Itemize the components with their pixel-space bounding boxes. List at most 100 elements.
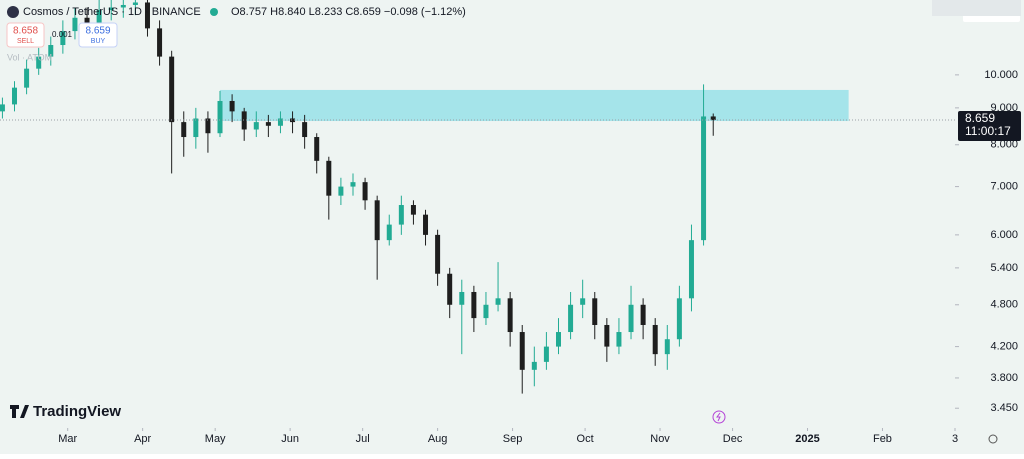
buy-price: 8.659 (85, 26, 110, 37)
candle-body (543, 346, 549, 362)
candle-body (205, 118, 211, 134)
x-tick-label: 2025 (795, 433, 819, 445)
candle-body (132, 2, 138, 5)
candle-body (459, 291, 465, 305)
candle-body (568, 304, 574, 333)
candle-body (616, 332, 622, 347)
candle-body (640, 304, 646, 325)
candle-body (181, 122, 187, 138)
candle-body (253, 122, 259, 130)
event-icon[interactable] (712, 410, 726, 424)
symbol-icon (7, 6, 19, 18)
candle-body (36, 56, 42, 69)
candle-body (48, 45, 54, 57)
x-tick-label: May (205, 433, 226, 445)
candle-body (423, 214, 429, 235)
candle-body (120, 4, 126, 8)
candle-body (0, 104, 5, 112)
candle-body (338, 186, 344, 196)
candle-body (157, 28, 163, 57)
candle-body (519, 332, 525, 370)
spread: 0.001 (52, 30, 73, 39)
candle-body (604, 324, 610, 347)
x-tick-label: 3 (952, 433, 958, 445)
candle-body (350, 182, 356, 187)
price-axis-background (955, 0, 1024, 428)
plot-background (0, 0, 955, 428)
buy-button[interactable] (78, 22, 118, 48)
sell-button[interactable] (6, 22, 45, 48)
candle-body (580, 298, 586, 305)
x-tick-label: Jul (356, 433, 370, 445)
settings-icon[interactable] (988, 434, 998, 444)
candle-body (664, 339, 670, 355)
x-tick-label: Apr (134, 433, 151, 445)
candle-body (290, 118, 296, 123)
candle-body (555, 332, 561, 347)
logo: TradingView (33, 403, 121, 420)
candle-body (144, 2, 150, 29)
y-tick-label: 3.450 (990, 402, 1018, 414)
zone (220, 89, 849, 122)
candle-body (314, 137, 320, 161)
y-tick-label: 7.000 (990, 180, 1018, 192)
candle-body (24, 68, 30, 88)
volume-label: Vol · ATOM (7, 52, 52, 62)
x-tick-label: Aug (428, 433, 448, 445)
candle-body (374, 200, 380, 241)
candle-body (410, 205, 416, 215)
candle-body (676, 298, 682, 340)
y-tick-label: 5.400 (990, 262, 1018, 274)
candle-body (710, 116, 716, 120)
candle-body (386, 224, 392, 241)
candle-body (96, 10, 102, 24)
quote: O8.757 H8.840 L8.233 C8.659 −0.098 (−1.1… (231, 6, 466, 18)
plot (0, 0, 955, 394)
event-icon-bolt (716, 412, 721, 422)
y-tick-label: 10.000 (984, 69, 1018, 81)
y-tick-label: 4.800 (990, 299, 1018, 311)
candle-body (193, 118, 199, 138)
candle-body (592, 298, 598, 325)
x-tick-label: Sep (503, 433, 523, 445)
candle-body (652, 324, 658, 355)
candle-body (483, 304, 489, 319)
x-tick-label: Jun (281, 433, 299, 445)
y-tick-label: 9.000 (990, 102, 1018, 114)
candle-body (277, 118, 283, 126)
x-tick-label: Dec (723, 433, 743, 445)
x-tick-label: Feb (873, 433, 892, 445)
candle-body (398, 205, 404, 225)
x-tick-label: Mar (58, 433, 77, 445)
candle-body (169, 56, 175, 123)
candle-body (72, 17, 78, 32)
y-tick-label: 4.200 (990, 341, 1018, 353)
y-tick-label: 6.000 (990, 229, 1018, 241)
candle-body (362, 182, 368, 201)
candle-body (326, 160, 332, 196)
x-tick-label: Oct (577, 433, 594, 445)
price-tag (958, 110, 1021, 141)
candle-body (447, 273, 453, 305)
candle-body (495, 298, 501, 305)
candle-body (302, 122, 308, 138)
candle-body (435, 234, 441, 274)
sell-price: 8.658 (13, 26, 38, 37)
market-status (210, 8, 218, 16)
candle-body (60, 31, 66, 46)
candle-body (628, 304, 634, 333)
symbol: Cosmos / TetherUS · 1D · BINANCE (23, 6, 201, 18)
candle-body (688, 240, 694, 299)
price-tag-label: 8.659 (965, 111, 995, 125)
candle-body (84, 17, 90, 24)
low-tag (932, 0, 1021, 16)
candle-body (265, 122, 271, 126)
sell-label: SELL (17, 38, 34, 45)
candle-body (507, 298, 513, 333)
buy-label: BUY (91, 38, 106, 45)
candle-body (12, 87, 18, 105)
x-tick-label: Nov (650, 433, 670, 445)
candle-body (241, 111, 247, 130)
logo-icon (10, 405, 29, 418)
